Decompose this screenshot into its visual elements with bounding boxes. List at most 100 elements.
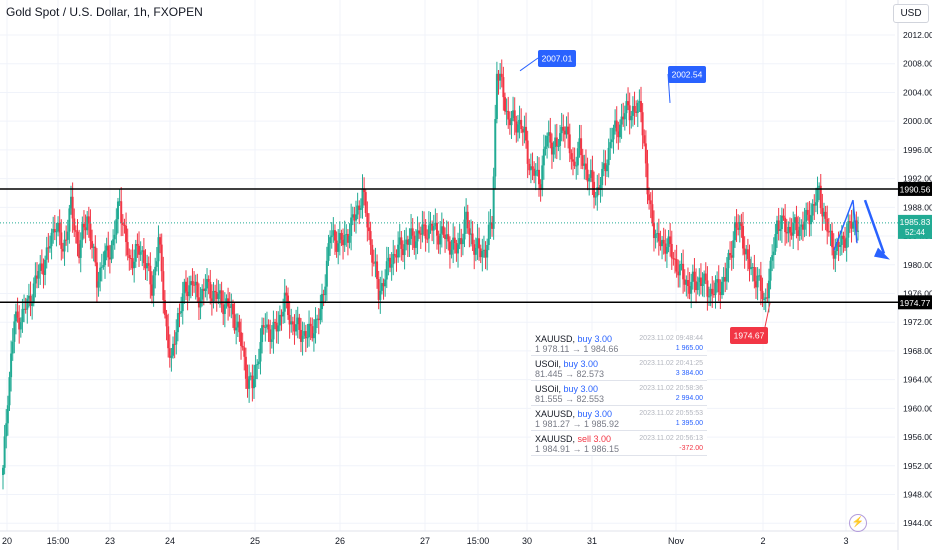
y-tick-label: 2004.00	[903, 87, 932, 97]
y-tick-label: 2000.00	[903, 116, 932, 126]
candle	[757, 267, 759, 300]
x-tick-label: 2	[760, 536, 765, 546]
candle	[30, 282, 32, 317]
candle	[272, 311, 274, 354]
candle	[765, 288, 767, 312]
candle	[587, 158, 589, 191]
candle	[784, 204, 786, 246]
trade-pnl: -372.00	[679, 445, 703, 452]
trade-pnl: 3 384.00	[676, 370, 703, 377]
x-tick-label: Nov	[668, 536, 685, 546]
trade-symbol: USOil	[535, 384, 559, 394]
trade-row[interactable]: XAUUSD, buy 3.00 1 978.11 → 1 984.66 202…	[531, 331, 707, 356]
candle	[107, 232, 109, 267]
trade-symbol: XAUUSD	[535, 334, 573, 344]
candle	[264, 313, 266, 341]
candle	[2, 465, 4, 489]
candle	[616, 106, 618, 143]
candle	[8, 372, 10, 411]
candle	[789, 218, 791, 247]
candle	[799, 217, 801, 241]
candle	[431, 220, 433, 241]
candle	[706, 266, 708, 310]
trade-row[interactable]: USOil, buy 3.00 81.555 → 82.553 2023.11.…	[531, 381, 707, 406]
candle	[820, 174, 822, 214]
annotation-label: 1974.67	[734, 331, 765, 341]
candle	[718, 265, 720, 301]
candle	[535, 163, 537, 190]
candle	[421, 211, 423, 243]
x-tick-label: 24	[165, 536, 175, 546]
candle	[781, 208, 783, 243]
trade-side: buy 3.00	[564, 359, 599, 369]
x-tick-label: 15:00	[467, 536, 490, 546]
candle	[308, 310, 310, 346]
trade-pnl: 1 395.00	[676, 420, 703, 427]
candle	[651, 190, 653, 226]
candle	[452, 223, 454, 263]
candle	[658, 219, 660, 256]
y-tick-label: 1996.00	[903, 145, 932, 155]
candle	[546, 133, 548, 159]
candle	[493, 168, 495, 240]
trade-side: sell 3.00	[578, 434, 612, 444]
x-tick-label: 20	[2, 536, 12, 546]
trades-panel: XAUUSD, buy 3.00 1 978.11 → 1 984.66 202…	[531, 331, 707, 456]
y-tick-label: 1968.00	[903, 346, 932, 356]
x-tick-label: 30	[522, 536, 532, 546]
candle	[556, 124, 558, 159]
candle	[687, 268, 689, 299]
currency-button[interactable]: USD	[893, 4, 929, 23]
trade-symbol: XAUUSD	[535, 409, 573, 419]
y-tick-label: 1952.00	[903, 461, 932, 471]
trade-time: 2023.11.02 20:41:25	[639, 360, 703, 367]
x-tick-label: 25	[250, 536, 260, 546]
trade-time: 2023.11.02 20:56:13	[639, 435, 703, 442]
trade-prices: 81.555 → 82.553	[535, 394, 604, 404]
candle	[637, 100, 639, 127]
trade-pnl: 2 994.00	[676, 395, 703, 402]
candle	[284, 279, 286, 323]
candle	[532, 153, 534, 181]
candle	[661, 236, 663, 259]
candle	[157, 225, 159, 275]
candle	[629, 93, 631, 135]
candle	[365, 189, 367, 217]
y-tick-label: 1972.00	[903, 317, 932, 327]
y-tick-label: 1988.00	[903, 202, 932, 212]
projection-arrow-shaft	[865, 200, 884, 253]
candle	[400, 231, 402, 261]
level-label: 1974.77	[900, 298, 931, 308]
x-tick-label: 26	[335, 536, 345, 546]
candle	[538, 157, 540, 197]
candle	[51, 229, 53, 260]
current-price-label: 1985.83	[900, 217, 931, 227]
candle	[439, 221, 441, 254]
candle	[172, 336, 174, 358]
trade-time: 2023.11.02 20:58:36	[639, 385, 703, 392]
y-tick-label: 1956.00	[903, 432, 932, 442]
candle	[682, 250, 684, 294]
lightning-icon[interactable]: ⚡	[849, 514, 867, 532]
annotation-label: 2002.54	[672, 70, 703, 80]
candle	[457, 233, 459, 268]
candle	[146, 255, 148, 281]
trade-row[interactable]: XAUUSD, sell 3.00 1 984.91 → 1 986.15 20…	[531, 431, 707, 456]
candle	[191, 268, 193, 296]
x-tick-label: 31	[587, 536, 597, 546]
trade-side: buy 3.00	[578, 334, 613, 344]
candle	[428, 211, 430, 253]
trade-row[interactable]: XAUUSD, buy 3.00 1 981.27 → 1 985.92 202…	[531, 406, 707, 431]
candle	[392, 240, 394, 275]
candle	[350, 204, 352, 251]
candle	[41, 249, 43, 274]
trade-side: buy 3.00	[564, 384, 599, 394]
trade-row[interactable]: USOil, buy 3.00 81.445 → 82.573 2023.11.…	[531, 356, 707, 381]
trade-prices: 1 981.27 → 1 985.92	[535, 419, 619, 429]
candle	[213, 282, 215, 308]
x-tick-label: 15:00	[47, 536, 70, 546]
symbol-title: Gold Spot / U.S. Dollar, 1h, FXOPEN	[6, 5, 203, 19]
trade-symbol: XAUUSD	[535, 434, 573, 444]
trade-time: 2023.11.02 09:48:44	[639, 335, 703, 342]
